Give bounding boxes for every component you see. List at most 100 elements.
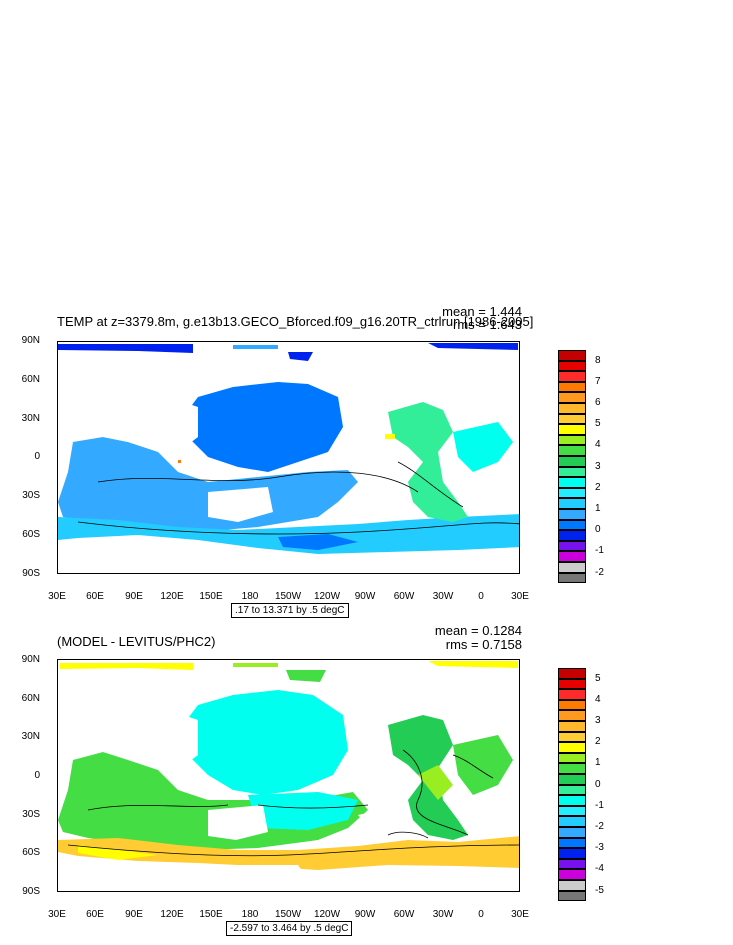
colorbar-swatch	[558, 509, 586, 520]
lon-label: 90E	[125, 909, 143, 920]
colorbar-swatch	[558, 360, 586, 372]
lat-label: 60N	[21, 693, 40, 704]
colorbar-label: -2	[595, 821, 604, 832]
colorbar-swatch	[558, 434, 586, 446]
lon-label: 60W	[393, 909, 415, 920]
rms-label: rms = 1.643	[452, 317, 522, 332]
lon-label: 120E	[160, 591, 184, 602]
lat-label: 90S	[22, 886, 40, 897]
lat-label: 0	[34, 451, 40, 462]
colorbar-swatch	[558, 424, 586, 435]
lon-label: 90W	[354, 591, 376, 602]
colorbar-swatch	[558, 456, 586, 467]
panel-title: TEMP at z=3379.8m, g.e13b13.GECO_Bforced…	[57, 314, 534, 329]
rms-label: rms = 0.7158	[445, 637, 522, 652]
lat-label: 60S	[22, 847, 40, 858]
colorbar-swatch	[558, 731, 586, 743]
contour-info-box: -2.597 to 3.464 by .5 degC	[226, 921, 353, 936]
colorbar-label: 5	[595, 672, 601, 684]
colorbar-label: 3	[595, 460, 601, 472]
lon-label: 30E	[48, 909, 66, 920]
colorbar-swatch	[558, 774, 586, 785]
colorbar-swatch	[558, 371, 586, 382]
colorbar-swatch	[558, 699, 586, 711]
lon-label: 90W	[354, 909, 376, 920]
lon-label: 180	[241, 909, 259, 920]
temperature-field-map	[58, 343, 519, 554]
colorbar-label: 7	[595, 375, 601, 387]
colorbar-swatch	[558, 540, 586, 552]
colorbar-swatch	[558, 498, 586, 509]
difference-field-map	[58, 661, 519, 872]
colorbar-label: 0	[595, 778, 601, 790]
lon-label: 90E	[125, 591, 143, 602]
colorbar-label: 2	[595, 481, 601, 493]
colorbar-swatch	[558, 445, 586, 456]
colorbar-swatch	[558, 572, 586, 584]
lat-label: 30N	[21, 413, 40, 424]
lon-label: 30E	[511, 591, 529, 602]
colorbar-label: -3	[595, 842, 604, 854]
colorbar-swatch	[558, 890, 586, 902]
lon-label: 30W	[432, 591, 454, 602]
colorbar-label: -5	[595, 884, 604, 896]
mean-label: mean = 1.444	[442, 304, 522, 319]
colorbar-swatch	[558, 816, 586, 827]
colorbar-label: 1	[595, 503, 601, 514]
lat-label: 90S	[22, 568, 40, 579]
lon-label: 0	[478, 591, 484, 602]
lon-label: 60E	[86, 909, 104, 920]
colorbar-swatch	[558, 795, 586, 806]
lon-label: 60E	[86, 591, 104, 602]
colorbar-swatch	[558, 466, 586, 478]
mean-label: mean = 0.1284	[434, 623, 522, 638]
colorbar-swatch	[558, 487, 586, 499]
colorbar-label: 5	[595, 418, 601, 430]
lat-label: 30S	[22, 490, 40, 501]
lon-label: 120E	[160, 909, 184, 920]
colorbar-swatch	[558, 752, 586, 764]
lat-label: 30N	[21, 731, 40, 742]
colorbar-label: -1	[595, 545, 604, 557]
colorbar-label: 2	[595, 736, 601, 748]
colorbar-swatch	[558, 689, 586, 700]
lat-label: 60N	[21, 374, 40, 385]
colorbar-label: 0	[595, 524, 601, 536]
temp-map-panel: TEMP at z=3379.8m, g.e13b13.GECO_Bforced…	[0, 300, 733, 620]
colorbar-swatch	[558, 763, 586, 774]
colorbar-swatch	[558, 381, 586, 393]
lon-label: 30E	[511, 909, 529, 920]
colorbar-swatch	[558, 668, 586, 679]
lon-label: 120W	[313, 909, 341, 920]
colorbar-swatch	[558, 805, 586, 817]
colorbar-swatch	[558, 848, 586, 859]
colorbar-label: 1	[595, 757, 601, 769]
colorbar-swatch	[558, 350, 586, 361]
lon-label: 150W	[274, 591, 302, 602]
colorbar-label: 4	[595, 693, 601, 705]
colorbar-swatch	[558, 562, 586, 573]
colorbar-swatch	[558, 710, 586, 721]
colorbar-label: -2	[595, 566, 604, 578]
colorbar-swatch	[558, 742, 586, 753]
colorbar-swatch	[558, 827, 586, 838]
lat-label: 90N	[21, 654, 40, 665]
colorbar-swatch	[558, 858, 586, 870]
colorbar-swatch	[558, 784, 586, 796]
map-plot-area	[57, 659, 520, 892]
colorbar-swatch	[558, 880, 586, 891]
colorbar-swatch	[558, 837, 586, 849]
colorbar-swatch	[558, 869, 586, 880]
difference-map-panel: (MODEL - LEVITUS/PHC2) mean = 0.1284 rms…	[0, 620, 733, 945]
colorbar-swatch	[558, 519, 586, 531]
colorbar-label: 4	[595, 439, 601, 451]
lon-label: 60W	[393, 591, 415, 602]
colorbar-swatch	[558, 530, 586, 541]
lat-label: 30S	[22, 809, 40, 820]
lon-label: 30W	[432, 909, 454, 920]
colorbar-swatch	[558, 403, 586, 414]
colorbar-swatch	[558, 551, 586, 562]
colorbar-swatch	[558, 413, 586, 425]
colorbar-label: 6	[595, 397, 601, 408]
colorbar-label: 3	[595, 715, 601, 726]
